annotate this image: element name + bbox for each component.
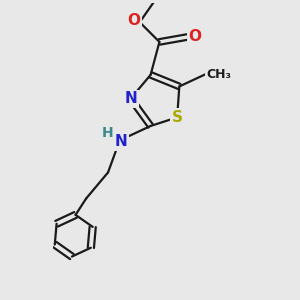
Text: N: N: [124, 91, 137, 106]
Text: S: S: [172, 110, 183, 125]
Text: N: N: [115, 134, 128, 149]
Text: CH₃: CH₃: [206, 68, 231, 80]
Text: O: O: [188, 29, 201, 44]
Text: O: O: [127, 13, 140, 28]
Text: H: H: [101, 126, 113, 140]
